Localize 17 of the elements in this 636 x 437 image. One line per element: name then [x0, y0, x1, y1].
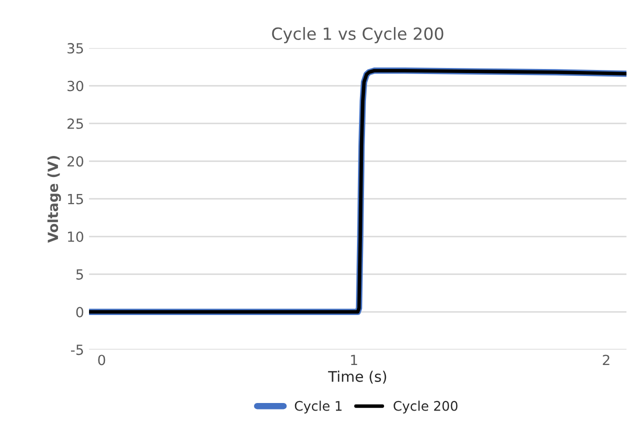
y-tick-label: 35	[68, 43, 83, 54]
x-tick-label: 1	[351, 354, 358, 366]
x-tick-label: 0	[98, 354, 106, 366]
y-axis-title: Voltage (V)	[47, 156, 61, 243]
y-tick-label: 15	[68, 194, 83, 204]
y-tick-label: 5	[76, 269, 83, 280]
legend-label: Cycle 1	[294, 400, 342, 414]
chart-title: Cycle 1 vs Cycle 200	[272, 27, 444, 44]
y-tick-label: 0	[76, 306, 84, 318]
y-tick-label: 30	[68, 80, 84, 92]
x-axis-title: Time (s)	[328, 370, 386, 384]
y-tick-label: 20	[68, 156, 84, 167]
legend-label: Cycle 200	[394, 400, 458, 414]
y-tick-label: -5	[71, 344, 83, 356]
y-tick-label: 10	[68, 231, 84, 242]
y-tick-label: 25	[68, 118, 83, 129]
x-tick-label: 2	[602, 354, 610, 366]
